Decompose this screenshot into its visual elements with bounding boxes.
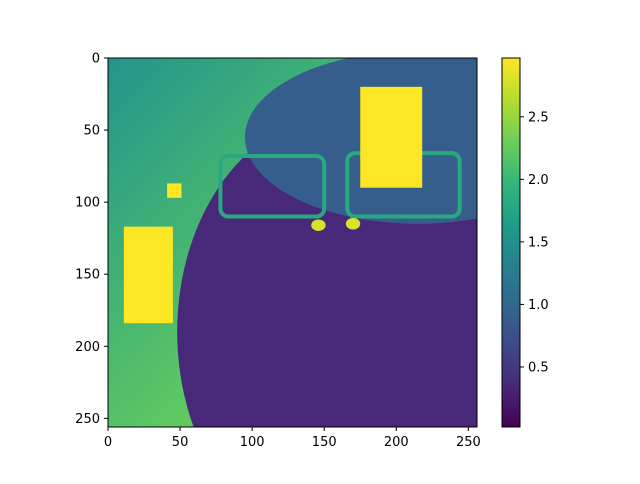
x-tick-label: 200	[384, 435, 409, 450]
colorbar: 0.5 1.0 1.5 2.0 2.5	[501, 57, 549, 428]
x-axis: 0 50 100 150 200 250	[104, 427, 481, 450]
y-tick-label: 50	[83, 124, 100, 139]
heatmap-image	[108, 58, 477, 427]
region-glasses-left-rim	[218, 154, 327, 219]
x-tick-label: 250	[456, 435, 481, 450]
y-tick-label: 150	[75, 268, 100, 283]
x-tick-label: 50	[172, 435, 189, 450]
region-masked-block-2	[123, 226, 173, 324]
y-tick-label: 100	[75, 196, 100, 211]
y-tick-label: 200	[75, 340, 100, 355]
colorbar-gradient	[501, 57, 521, 428]
x-tick-label: 150	[312, 435, 337, 450]
colorbar-tick-label: 1.5	[528, 235, 549, 250]
region-nostril-right	[345, 217, 361, 230]
region-masked-block-1	[360, 86, 423, 188]
colorbar-tick-label: 2.0	[528, 173, 549, 188]
y-axis: 0 50 100 150 200 250	[75, 52, 108, 427]
colorbar-tick-label: 0.5	[528, 360, 549, 375]
region-nostril-left	[311, 219, 326, 231]
x-tick-label: 100	[240, 435, 265, 450]
x-tick-label: 0	[104, 435, 112, 450]
colorbar-tick-label: 2.5	[528, 110, 549, 125]
colorbar-tick-label: 1.0	[528, 298, 549, 313]
y-tick-label: 250	[75, 412, 100, 427]
region-masked-block-3	[167, 183, 182, 198]
image-frame	[107, 57, 478, 428]
y-tick-label: 0	[92, 52, 100, 67]
